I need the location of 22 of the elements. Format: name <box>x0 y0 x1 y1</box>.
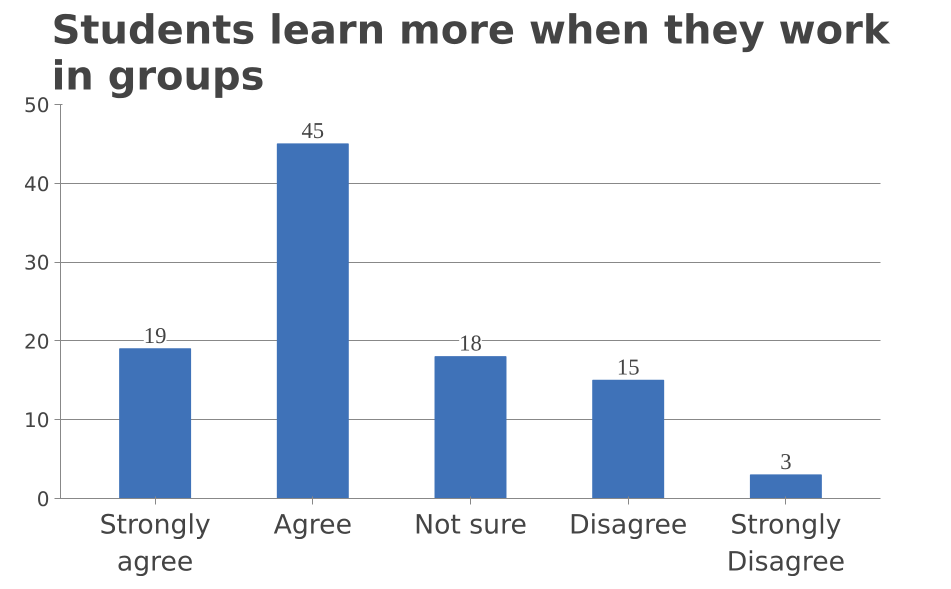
x-tick-label: Strongly Disagree <box>726 510 846 578</box>
bar <box>750 474 822 498</box>
y-tick-label: 20 <box>24 329 50 354</box>
data-label: 15 <box>616 354 640 380</box>
data-label: 18 <box>459 330 482 356</box>
chart-title: Students learn more when they work in groups <box>52 8 891 100</box>
y-tick-label: 10 <box>24 408 50 432</box>
x-tick-label: Agree <box>274 510 352 540</box>
y-tick-label: 40 <box>24 172 50 196</box>
data-label: 3 <box>780 448 792 474</box>
y-tick-label: 50 <box>24 93 50 117</box>
data-label: 19 <box>144 322 166 348</box>
y-tick-label: 30 <box>24 250 50 275</box>
bar <box>592 380 664 498</box>
bar <box>119 348 192 498</box>
bar <box>434 356 506 498</box>
bar <box>276 143 349 498</box>
x-tick-label: Strongly agree <box>100 510 211 578</box>
y-tick-label: 0 <box>36 487 50 511</box>
data-label: 45 <box>301 118 324 143</box>
x-tick-label: Not sure <box>414 510 527 540</box>
x-tick-label: Disagree <box>569 510 688 540</box>
